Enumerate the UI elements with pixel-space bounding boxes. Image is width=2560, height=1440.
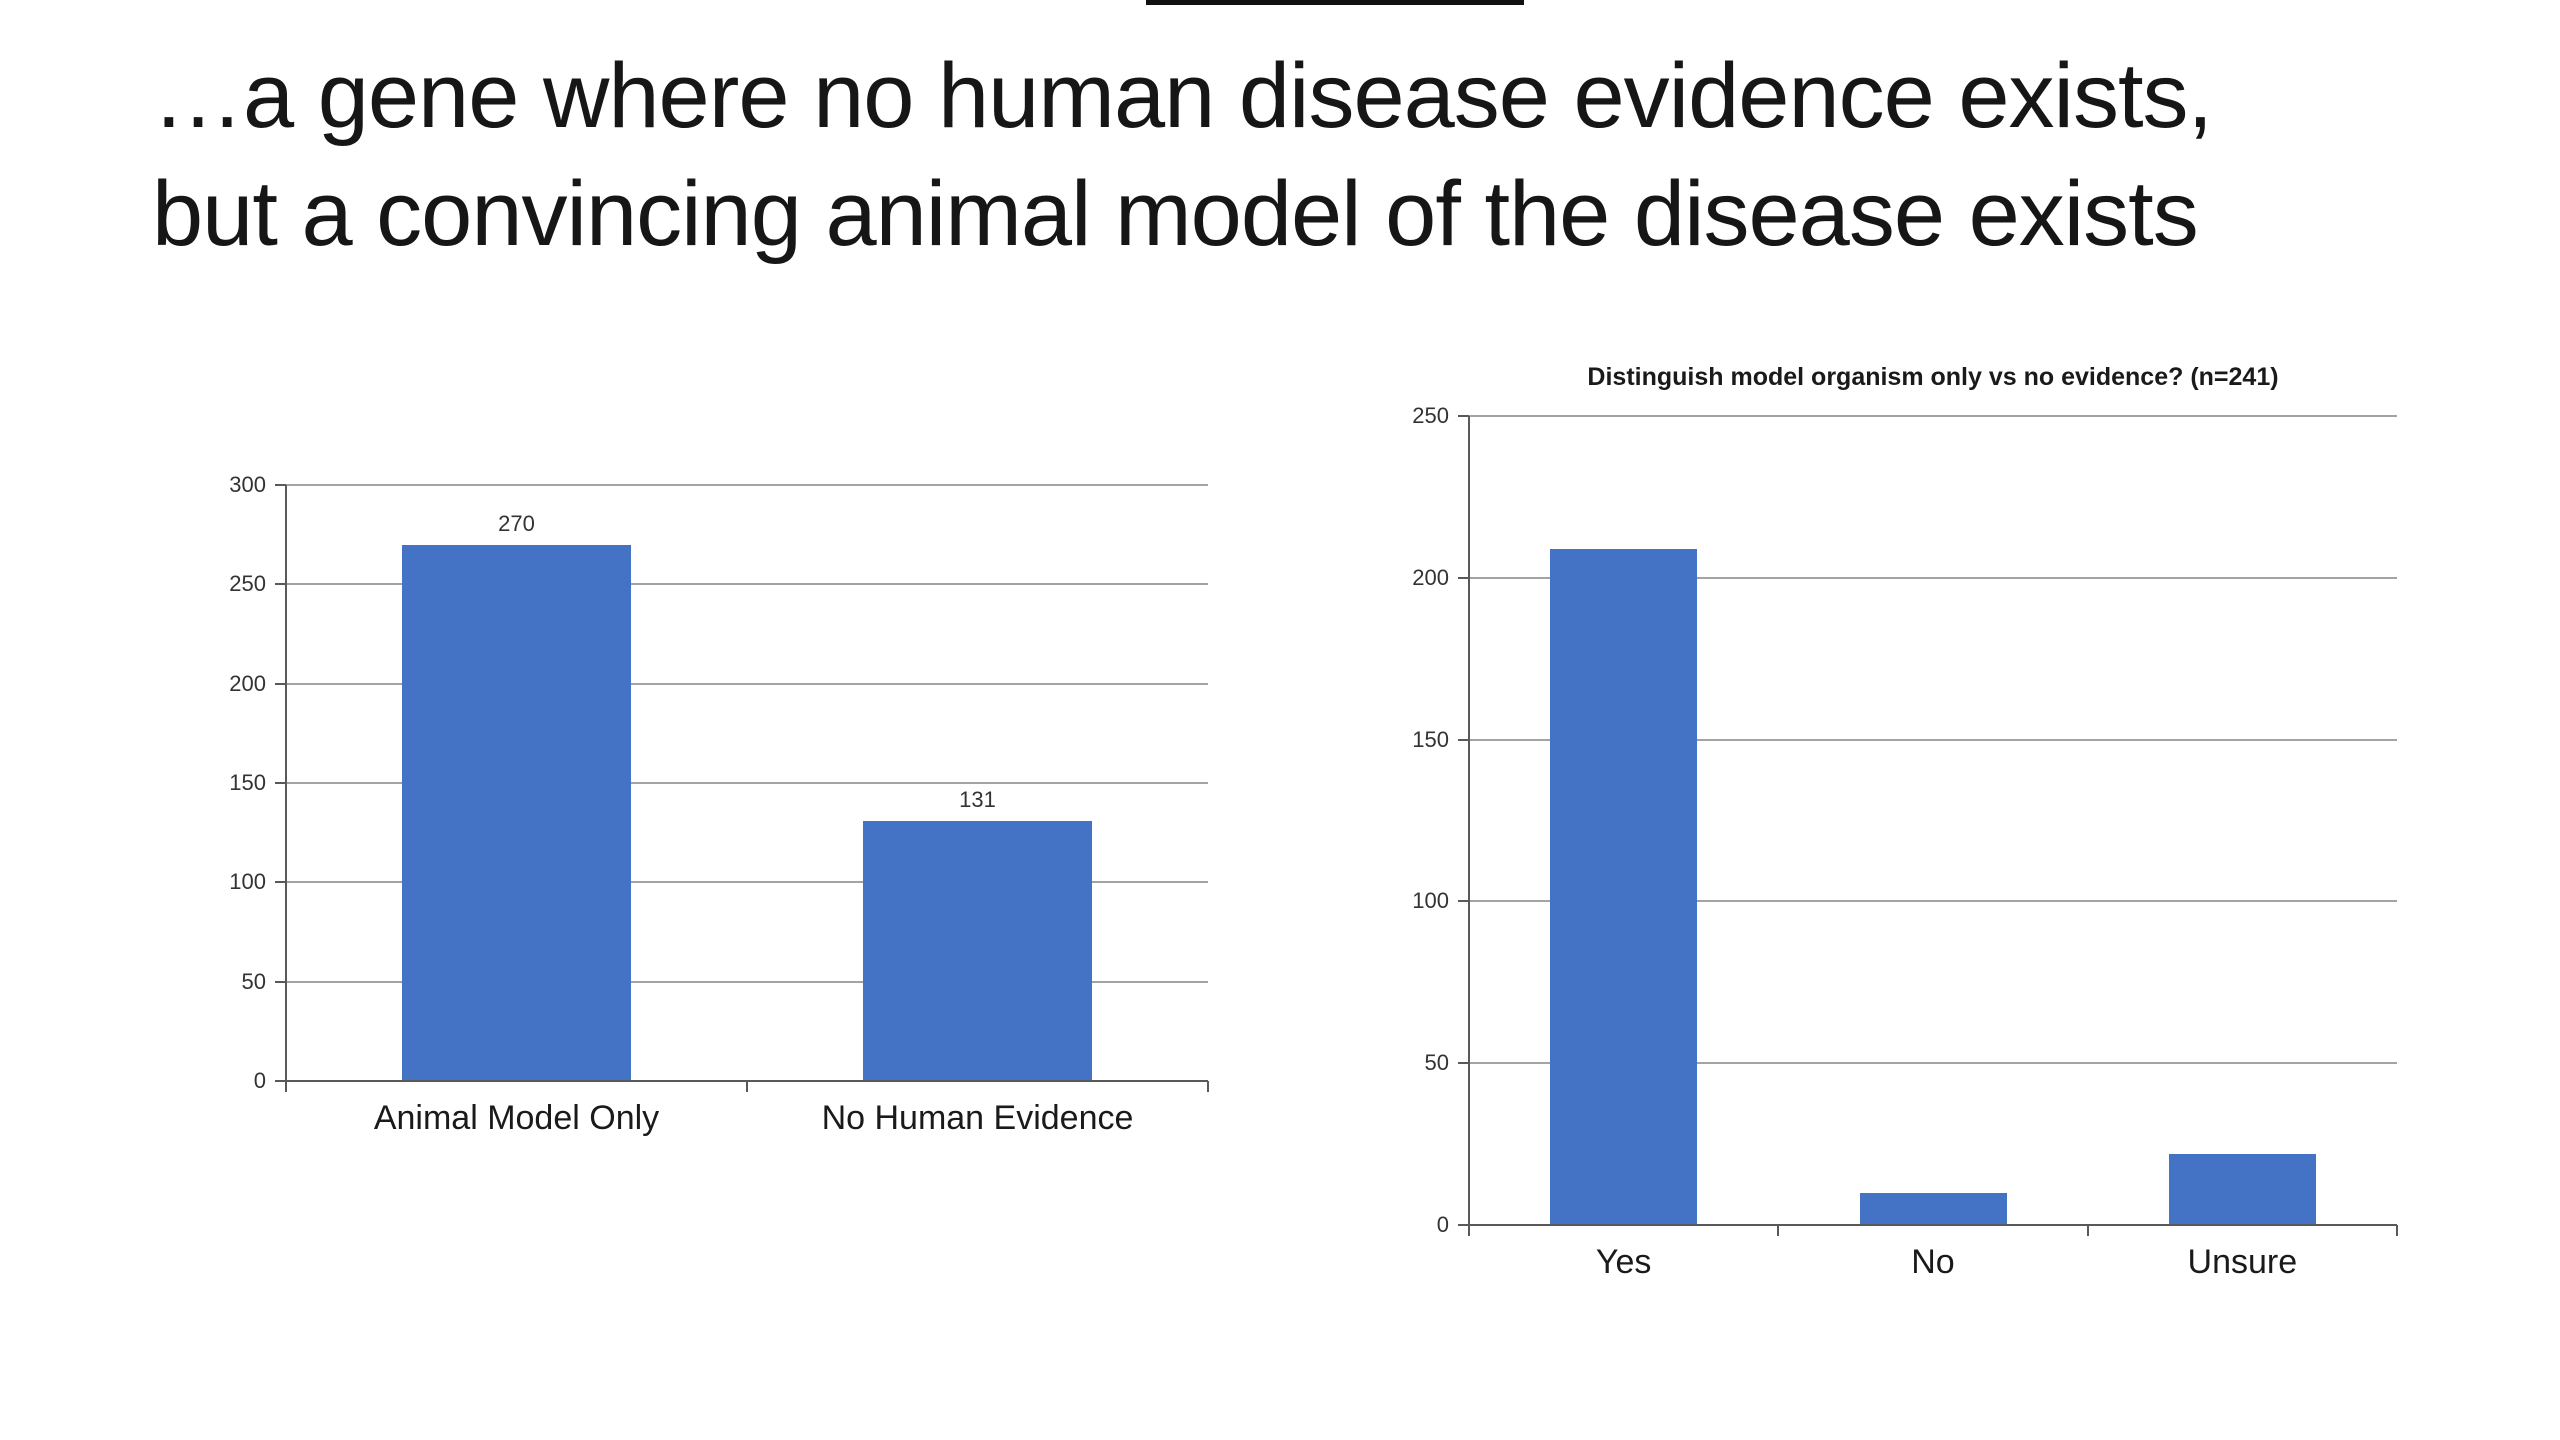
y-axis-tick	[1458, 415, 1469, 417]
gridline	[1469, 738, 2397, 741]
x-axis-line	[286, 1080, 1208, 1082]
y-axis-tick	[1458, 576, 1469, 579]
bar-value-label-animal-model-only: 270	[498, 510, 535, 536]
y-axis-tick-label: 250	[229, 571, 266, 597]
chart-distinguish-model-organism: 0 50 100 150 200 250 Yes No Unsure Distinguish mo…	[1412, 363, 2398, 1281]
y-axis-tick-label: 0	[1436, 1212, 1449, 1237]
gridline	[286, 484, 1208, 486]
slide-title-line-1: …a gene where no human disease evidence …	[152, 45, 2213, 147]
y-axis-tick-label: 100	[1412, 888, 1449, 914]
chart-animal-model-only-vs-no-human-evidence: 0 50 100 150 200 250 300 270 Animal Model Only 13…	[229, 472, 1209, 1137]
gridline	[1469, 576, 2397, 579]
y-axis-tick	[275, 782, 286, 784]
gridline	[1469, 900, 2397, 903]
x-axis-tick	[2396, 1225, 2398, 1236]
y-axis-tick	[1458, 1062, 1469, 1065]
gridline	[286, 782, 1208, 784]
bar-value-label-no-human-evidence: 131	[959, 786, 996, 812]
y-axis-tick-label: 300	[229, 472, 266, 497]
category-label-no-human-evidence: No Human Evidence	[821, 1099, 1134, 1137]
gridline	[1469, 415, 2397, 417]
y-axis-line	[285, 485, 287, 1081]
y-axis-tick	[275, 881, 286, 884]
gridline	[1469, 1062, 2397, 1065]
y-axis-tick	[275, 583, 286, 586]
x-axis-tick	[1468, 1225, 1470, 1236]
gridline	[286, 881, 1208, 884]
y-axis-tick	[275, 682, 286, 685]
y-axis-tick	[1458, 738, 1469, 741]
gridline	[286, 682, 1208, 685]
y-axis-line	[1468, 416, 1470, 1225]
category-label-yes: Yes	[1595, 1243, 1652, 1281]
bar-no-human-evidence	[863, 820, 1092, 1081]
x-axis-tick	[2086, 1225, 2089, 1236]
x-axis-tick	[1207, 1081, 1209, 1092]
x-axis-line	[1469, 1224, 2397, 1226]
category-label-no: No	[1911, 1243, 1955, 1281]
y-axis-tick	[1458, 1224, 1469, 1226]
slide-title: …a gene where no human disease evidence …	[152, 38, 2213, 274]
y-axis-tick-label: 200	[1412, 564, 1449, 590]
y-axis-tick-label: 200	[229, 670, 266, 696]
y-axis-tick-label: 50	[1424, 1050, 1449, 1076]
chart-title: Distinguish model organism only vs no ev…	[1587, 363, 2279, 391]
y-axis-tick	[1458, 900, 1469, 903]
category-label-unsure: Unsure	[2187, 1243, 2298, 1281]
gridline	[286, 583, 1208, 586]
slide-title-line-2: but a convincing animal model of the dis…	[152, 162, 2199, 265]
bar-yes	[1550, 548, 1698, 1225]
y-axis-tick	[275, 980, 286, 983]
category-label-animal-model-only: Animal Model Only	[373, 1099, 660, 1137]
y-axis-tick	[275, 484, 286, 486]
y-axis-tick-label: 150	[229, 770, 266, 795]
x-axis-tick	[746, 1081, 748, 1092]
bar-no	[1859, 1192, 2007, 1225]
y-axis-tick-label: 250	[1412, 403, 1449, 428]
screen-edge-artifact	[1146, 0, 1524, 5]
x-axis-tick	[1777, 1225, 1780, 1236]
gridline	[286, 980, 1208, 983]
y-axis-tick-label: 100	[229, 869, 266, 895]
y-axis-tick-label: 50	[241, 968, 266, 994]
bar-unsure	[2168, 1153, 2316, 1225]
bar-animal-model-only	[402, 544, 631, 1081]
y-axis-tick-label: 0	[253, 1068, 266, 1093]
y-axis-tick	[275, 1080, 286, 1082]
x-axis-tick	[285, 1081, 287, 1092]
y-axis-tick-label: 150	[1412, 726, 1449, 752]
